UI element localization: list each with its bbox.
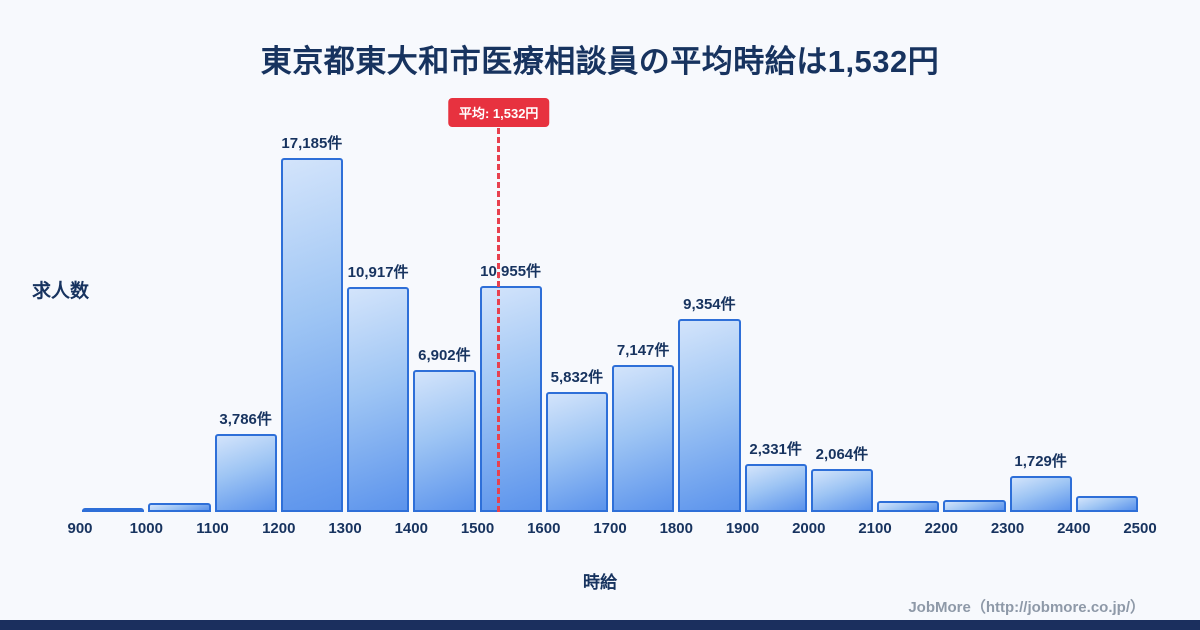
bar-value-label: 17,185件 xyxy=(281,135,343,152)
histogram-bar xyxy=(413,370,476,512)
histogram-bar xyxy=(214,434,277,512)
x-axis-tick-label: 2400 xyxy=(1057,520,1091,537)
histogram-plot-area: 3,786件 17,185件 10,917件 6,902件 10,955件 5,832件 7… xyxy=(67,98,1157,537)
histogram-bar xyxy=(612,365,675,512)
x-axis-tick-label: 1000 xyxy=(129,520,163,537)
x-axis-tick-label: 1200 xyxy=(262,520,296,537)
bar-value-label: 1,729件 xyxy=(1014,453,1067,470)
x-axis-tick-label: 900 xyxy=(67,520,93,537)
average-badge: 平均: 1,532円 xyxy=(447,98,550,127)
x-axis-tick-label: 2500 xyxy=(1123,520,1157,537)
histogram-bar xyxy=(347,287,410,512)
x-axis-tick-label: 2200 xyxy=(924,520,958,537)
bar-value-label: 10,917件 xyxy=(347,264,409,281)
x-axis-tick-label: 1500 xyxy=(460,520,495,537)
x-axis-tick-label: 1300 xyxy=(328,520,362,537)
histogram-bar xyxy=(479,286,542,512)
bar-value-label: 9,354件 xyxy=(683,296,736,313)
histogram-bar xyxy=(810,469,873,512)
x-axis-tick-label: 1600 xyxy=(527,520,561,537)
footer-credit: JobMore（http://jobmore.co.jp/） xyxy=(908,599,1145,616)
bar-value-label: 6,902件 xyxy=(418,347,471,364)
histogram-bar xyxy=(1075,496,1138,512)
bar-value-label: 2,331件 xyxy=(749,441,802,458)
x-axis-tick-label: 1100 xyxy=(196,520,229,537)
histogram-bar xyxy=(148,503,211,512)
bar-value-label: 7,147件 xyxy=(616,342,670,359)
bar-value-label: 5,832件 xyxy=(550,369,604,386)
x-axis-tick-label: 2300 xyxy=(990,520,1025,537)
x-axis-label: 時給 xyxy=(583,573,617,592)
page-title: 東京都東大和市医療相談員の平均時給は1,532円 xyxy=(260,44,940,79)
histogram-bar xyxy=(545,392,608,512)
y-axis-label: 求人数 xyxy=(32,281,90,302)
bar-value-label: 3,786件 xyxy=(219,411,272,428)
histogram-bar xyxy=(82,508,145,512)
x-axis-tick-label: 2000 xyxy=(792,520,826,537)
histogram-bar xyxy=(1009,476,1072,512)
histogram-bar xyxy=(744,464,807,512)
x-axis-tick-label: 1700 xyxy=(593,520,627,537)
histogram-bar xyxy=(943,500,1006,512)
x-axis-tick-label: 1900 xyxy=(725,520,760,537)
bar-value-label: 2,064件 xyxy=(815,446,869,463)
bar-value-label: 10,955件 xyxy=(480,263,542,280)
histogram-bar xyxy=(280,158,343,512)
bottom-accent-bar xyxy=(0,620,1200,630)
histogram-bar xyxy=(678,319,741,512)
x-axis-tick-label: 1800 xyxy=(659,520,693,537)
x-axis-tick-label: 2100 xyxy=(858,520,892,537)
x-axis-tick-label: 1400 xyxy=(394,520,428,537)
average-line xyxy=(497,128,501,512)
histogram-bar xyxy=(877,501,940,512)
